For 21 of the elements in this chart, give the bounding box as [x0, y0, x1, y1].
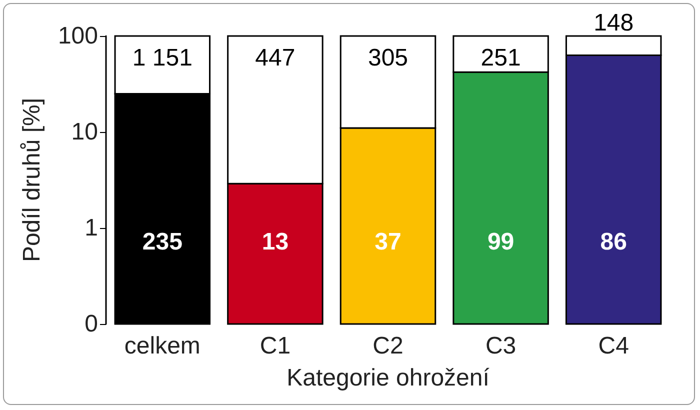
annotation: 1 151 [132, 44, 192, 72]
x-tick-label: celkem [124, 332, 200, 360]
annotation: 37 [374, 228, 402, 256]
annotation: 99 [487, 228, 514, 256]
annotation: 13 [262, 228, 289, 256]
y-tick-label: 100 [58, 22, 98, 50]
annotation: 447 [255, 44, 296, 72]
x-tick-label: C4 [598, 332, 629, 360]
annotation: 305 [368, 44, 408, 72]
annotation: 148 [594, 10, 634, 36]
y-tick-label: 10 [71, 118, 98, 146]
x-tick-label: C1 [260, 332, 291, 360]
annotation: 251 [480, 44, 521, 72]
y-tick-label: 0 [84, 310, 98, 338]
x-axis-title: Kategorie ohrožení [286, 364, 490, 392]
annotation: 235 [142, 228, 182, 256]
x-tick-label: C2 [372, 332, 404, 360]
annotation: 86 [600, 228, 627, 256]
y-tick-label: 1 [84, 214, 98, 242]
x-tick-label: C3 [485, 332, 516, 360]
y-axis-title: Podíl druhů [%] [18, 98, 46, 262]
